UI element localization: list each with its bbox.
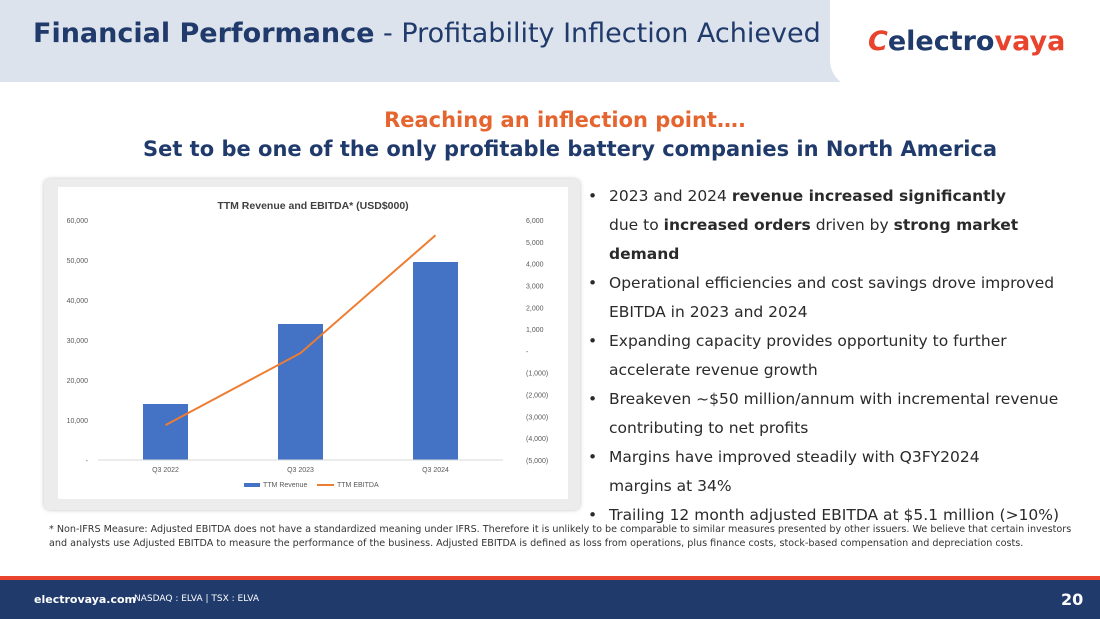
x-tick-label: Q3 2022 bbox=[152, 467, 179, 474]
bullet-text: 2023 and 2024 bbox=[609, 187, 732, 205]
bullet-item: • 2023 and 2024 revenue increased signifi… bbox=[588, 182, 1093, 211]
page-title-subtitle: - Profitability Inflection Achieved bbox=[374, 18, 821, 49]
y-right-tick-label: (2,000) bbox=[526, 393, 548, 400]
bullet-marker: • bbox=[588, 332, 598, 350]
bullet-marker: • bbox=[588, 274, 598, 292]
y-right-tick-label: (4,000) bbox=[526, 436, 548, 443]
y-left-tick-label: 10,000 bbox=[67, 418, 89, 425]
y-right-tick-label: 1,000 bbox=[526, 327, 544, 334]
y-left-tick-label: 50,000 bbox=[67, 258, 89, 265]
bullet-text: EBITDA in 2023 and 2024 bbox=[609, 303, 808, 321]
bullet-text: Expanding capacity provides opportunity … bbox=[609, 332, 1007, 350]
revenue-bar bbox=[143, 404, 188, 460]
bullet-text: due to bbox=[609, 216, 664, 234]
y-left-tick-label: 60,000 bbox=[67, 218, 89, 225]
logo-panel bbox=[830, 0, 1100, 88]
y-right-tick-label: - bbox=[526, 349, 529, 356]
bullet-text: margins at 34% bbox=[609, 477, 732, 495]
page-title-bold: Financial Performance bbox=[33, 18, 375, 49]
revenue-bar bbox=[278, 324, 323, 460]
footer-accent-line bbox=[0, 576, 1100, 580]
y-right-tick-label: 5,000 bbox=[526, 240, 544, 247]
bullet-text: Operational efficiencies and cost saving… bbox=[609, 274, 1055, 292]
bullet-marker: • bbox=[588, 187, 598, 205]
chart-panel: TTM Revenue and EBITDA* (USD$000) - 10,000… bbox=[58, 187, 568, 499]
chart-title: TTM Revenue and EBITDA* (USD$000) bbox=[217, 200, 408, 212]
bullet-text: Margins have improved steadily with Q3FY… bbox=[609, 448, 980, 466]
y-right-tick-label: 4,000 bbox=[526, 262, 544, 269]
y-left-tick-label: 40,000 bbox=[67, 298, 89, 305]
legend-label-revenue: TTM Revenue bbox=[263, 482, 307, 489]
bullet-text-bold: strong market bbox=[893, 216, 1019, 234]
y-right-tick-label: (3,000) bbox=[526, 414, 548, 421]
y-left-tick-label: 20,000 bbox=[67, 378, 89, 385]
bullet-item: • Operational efficiencies and cost savin… bbox=[588, 269, 1093, 298]
y-left-tick-label: 30,000 bbox=[67, 338, 89, 345]
bullet-item: • Breakeven ~$50 million/annum with incre… bbox=[588, 385, 1093, 414]
page-title: Financial Performance - Profitability In… bbox=[33, 18, 821, 49]
footer-website-link[interactable]: electrovaya.com bbox=[34, 593, 137, 606]
bullet-continuation: EBITDA in 2023 and 2024 bbox=[588, 298, 1093, 327]
page-number: 20 bbox=[1061, 590, 1084, 609]
bullet-text-bold: revenue increased significantly bbox=[731, 187, 1006, 205]
footer-tickers: NASDAQ : ELVA | TSX : ELVA bbox=[134, 594, 259, 604]
bullet-continuation: demand bbox=[588, 240, 1093, 269]
bullet-item: • Trailing 12 month adjusted EBITDA at $5… bbox=[588, 501, 1093, 530]
bullet-text: contributing to net profits bbox=[609, 419, 809, 437]
y-right-tick-label: 6,000 bbox=[526, 218, 544, 225]
bullet-marker: • bbox=[588, 506, 598, 524]
bullet-continuation: contributing to net profits bbox=[588, 414, 1093, 443]
headline-primary: Reaching an inflection point…. bbox=[384, 108, 746, 132]
bullet-text-bold: increased orders bbox=[663, 216, 811, 234]
company-logo: Celectrovaya bbox=[868, 26, 1065, 57]
bullet-text-bold: demand bbox=[609, 245, 680, 263]
y-right-tick-label: (5,000) bbox=[526, 458, 548, 465]
y-right-tick-label: 3,000 bbox=[526, 283, 544, 290]
bullet-marker: • bbox=[588, 390, 598, 408]
headline-secondary: Set to be one of the only profitable bat… bbox=[142, 137, 998, 161]
footer-bar bbox=[0, 580, 1100, 619]
bullet-marker: • bbox=[588, 448, 598, 466]
bullet-text: Breakeven ~$50 million/annum with increm… bbox=[609, 390, 1059, 408]
logo-mark: C bbox=[868, 26, 888, 57]
bullet-list: • 2023 and 2024 revenue increased signifi… bbox=[588, 182, 1093, 530]
y-right-tick-label: (1,000) bbox=[526, 371, 548, 378]
bullet-text: accelerate revenue growth bbox=[609, 361, 818, 379]
revenue-ebitda-chart: TTM Revenue and EBITDA* (USD$000) - 10,000… bbox=[67, 200, 549, 489]
bullet-continuation: margins at 34% bbox=[588, 472, 1093, 501]
logo-text-2: vaya bbox=[994, 26, 1066, 57]
bullet-text: driven by bbox=[810, 216, 894, 234]
y-left-tick-label: - bbox=[86, 458, 89, 465]
x-tick-label: Q3 2024 bbox=[422, 467, 449, 474]
legend-swatch-revenue bbox=[244, 483, 260, 487]
bullet-item: • Margins have improved steadily with Q3F… bbox=[588, 443, 1093, 472]
logo-text-1: electro bbox=[887, 26, 995, 57]
revenue-bar bbox=[413, 262, 458, 460]
legend-label-ebitda: TTM EBITDA bbox=[337, 482, 379, 489]
y-right-tick-label: 2,000 bbox=[526, 305, 544, 312]
bullet-item: • Expanding capacity provides opportunity… bbox=[588, 327, 1093, 356]
footnote: * Non-IFRS Measure: Adjusted EBITDA does… bbox=[49, 524, 1072, 549]
x-tick-label: Q3 2023 bbox=[287, 467, 314, 474]
bullet-continuation: accelerate revenue growth bbox=[588, 356, 1093, 385]
bullet-text: Trailing 12 month adjusted EBITDA at $5.… bbox=[609, 506, 1060, 524]
bullet-continuation: due to increased orders driven by strong… bbox=[588, 211, 1093, 240]
